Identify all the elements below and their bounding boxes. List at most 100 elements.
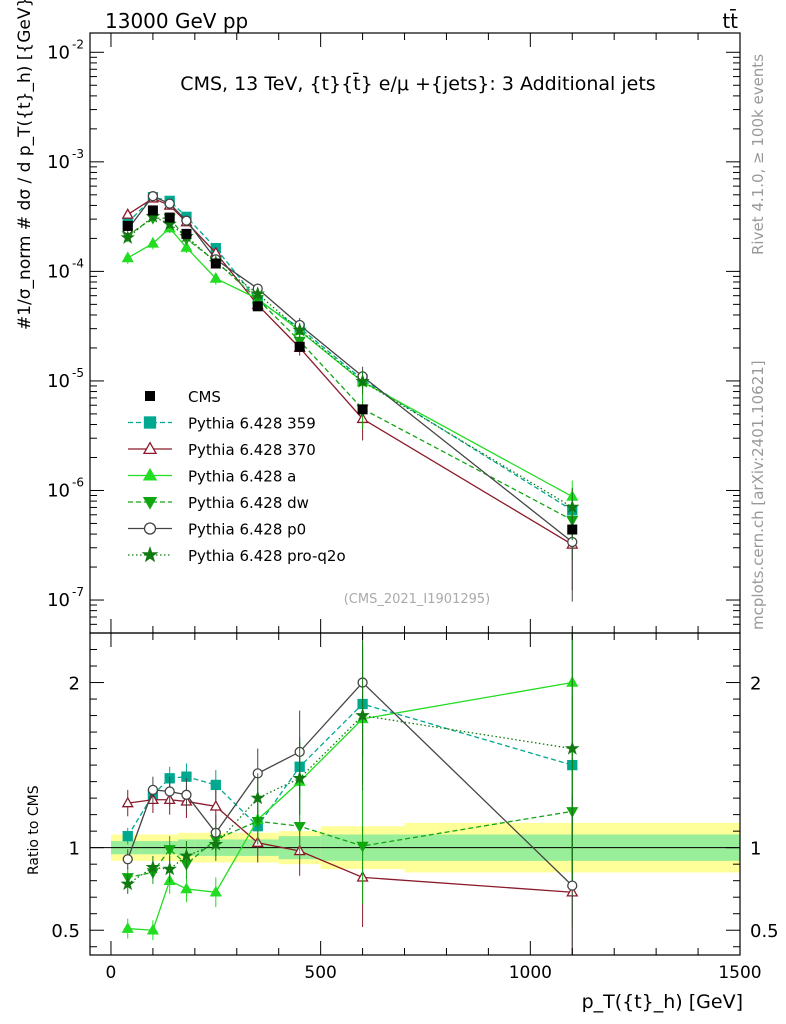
main-point-cms	[210, 258, 221, 269]
ratio-y-tick-label: 0.5	[51, 921, 80, 942]
ratio-y-tick-label: 2	[69, 674, 80, 695]
ratio-point-pythia-6-428-p0	[122, 854, 133, 865]
main-point-cms	[181, 228, 192, 239]
main-y-tick-exponent: -3	[72, 147, 84, 161]
main-y-tick-label: 10	[47, 480, 70, 501]
ratio-point-pythia-6-428-pro-q2o	[565, 741, 580, 755]
legend-label-pythia-6-428-a: Pythia 6.428 a	[188, 468, 296, 486]
legend-marker-pythia-6-428-370	[142, 441, 158, 455]
main-point-pythia-6-428-a	[146, 236, 159, 248]
ratio-point-pythia-6-428-dw	[163, 845, 176, 856]
legend-label-pythia-6-428-370: Pythia 6.428 370	[188, 441, 316, 459]
ratio-point-pythia-6-428-370	[121, 796, 134, 808]
main-point-pythia-6-428-pro-q2o	[565, 499, 580, 514]
legend-marker-pythia-6-428-pro-q2o	[141, 546, 159, 563]
header-left: 13000 GeV pp	[105, 9, 248, 33]
main-y-tick-exponent: -5	[72, 366, 84, 380]
main-point-pythia-6-428-pro-q2o	[120, 230, 135, 244]
legend-marker-cms	[145, 391, 155, 401]
main-y-tick-label: 10	[47, 42, 70, 63]
main-point-cms	[357, 404, 368, 415]
ratio-point-pythia-6-428-370	[209, 799, 222, 811]
main-point-pythia-6-428-p0	[181, 215, 192, 226]
legend-marker-pythia-6-428-359	[143, 416, 157, 429]
ratio-point-pythia-6-428-dw	[293, 821, 306, 833]
main-line-pythia-6-428-dw	[127, 217, 573, 521]
main-y-tick-label: 10	[47, 261, 70, 282]
legend-label-pythia-6-428-pro-q2o: Pythia 6.428 pro-q2o	[188, 547, 346, 565]
legend-marker-pythia-6-428-p0	[143, 522, 157, 535]
ratio-line-pythia-6-428-a	[127, 681, 573, 931]
legend-label-pythia-6-428-359: Pythia 6.428 359	[188, 415, 316, 433]
legend-label-pythia-6-428-dw: Pythia 6.428 dw	[188, 494, 309, 512]
legend-marker-pythia-6-428-a	[142, 467, 158, 481]
main-y-tick-label: 10	[47, 590, 70, 611]
x-tick-label: 0	[106, 963, 117, 983]
main-line-pythia-6-428-pro-q2o	[127, 215, 573, 508]
ratio-point-pythia-6-428-pro-q2o	[162, 861, 177, 876]
main-point-pythia-6-428-a	[180, 241, 193, 252]
header-right: tt̄	[722, 8, 738, 33]
legend-label-pythia-6-428-p0: Pythia 6.428 p0	[188, 521, 306, 539]
main-y-axis-label: #1/σ_norm # dσ / d p_T({t}_h) [{GeV}^-1]	[15, 0, 35, 330]
main-point-pythia-6-428-a	[121, 251, 134, 263]
main-point-cms	[147, 205, 158, 216]
ratio-plot-frame	[89, 632, 741, 956]
legend-marker-pythia-6-428-dw	[142, 496, 158, 510]
main-point-cms	[122, 220, 133, 231]
main-point-pythia-6-428-pro-q2o	[250, 286, 265, 301]
main-y-tick-exponent: -2	[72, 37, 84, 51]
ratio-point-pythia-6-428-p0	[181, 789, 192, 800]
main-line-pythia-6-428-p0	[127, 195, 573, 543]
x-tick-label: 1500	[718, 963, 761, 983]
ratio-y-tick-label-right: 2	[750, 674, 761, 695]
main-y-tick-label: 10	[47, 152, 70, 173]
ratio-point-pythia-6-428-pro-q2o	[120, 876, 135, 891]
main-point-pythia-6-428-pro-q2o	[355, 373, 370, 388]
x-tick-label: 1000	[509, 963, 552, 983]
main-point-pythia-6-428-370	[121, 208, 134, 219]
main-point-cms	[164, 212, 175, 223]
main-y-tick-exponent: -7	[72, 585, 84, 599]
ratio-point-pythia-6-428-pro-q2o	[292, 770, 307, 785]
ratio-point-pythia-6-428-359	[122, 830, 133, 842]
x-axis-label: p_T({t}_h) [GeV]	[582, 991, 743, 1013]
ratio-point-pythia-6-428-p0	[567, 880, 578, 891]
chart-title: CMS, 13 TeV, {t}{t̄} e/μ +{jets}: 3 Addi…	[180, 71, 655, 95]
main-y-tick-exponent: -6	[72, 475, 84, 489]
main-point-pythia-6-428-pro-q2o	[292, 322, 307, 337]
legend-label-cms: CMS	[188, 388, 221, 406]
ratio-point-pythia-6-428-pro-q2o	[250, 790, 265, 805]
ratio-y-tick-label: 1	[69, 839, 80, 860]
main-point-pythia-6-428-p0	[164, 198, 175, 209]
ratio-point-pythia-6-428-a	[180, 882, 193, 894]
ratio-y-tick-label-right: 1	[750, 839, 761, 860]
main-point-cms	[294, 341, 305, 352]
ratio-point-pythia-6-428-p0	[147, 784, 159, 796]
main-point-cms	[567, 524, 578, 535]
side-label-bottom: mcplots.cern.ch [arXiv:2401.10621]	[749, 360, 767, 630]
ratio-point-pythia-6-428-a	[146, 923, 159, 935]
ratio-point-pythia-6-428-p0	[164, 786, 175, 797]
main-point-pythia-6-428-a	[209, 271, 222, 283]
ratio-point-pythia-6-428-pro-q2o	[145, 859, 161, 874]
main-y-tick-label: 10	[47, 371, 70, 392]
ratio-point-pythia-6-428-a	[209, 885, 222, 897]
ratio-point-pythia-6-428-359	[210, 779, 221, 791]
ratio-point-pythia-6-428-pro-q2o	[355, 707, 370, 722]
side-label-top: Rivet 4.1.0, ≥ 100k events	[749, 54, 767, 255]
main-point-cms	[252, 301, 263, 312]
x-tick-label: 500	[304, 963, 336, 983]
main-point-pythia-6-428-p0	[147, 191, 159, 202]
main-plot-frame	[89, 32, 741, 634]
ratio-line-pythia-6-428-359	[127, 703, 573, 837]
ratio-point-pythia-6-428-pro-q2o	[208, 836, 224, 851]
ratio-point-pythia-6-428-a	[121, 922, 134, 933]
ratio-point-pythia-6-428-pro-q2o	[179, 848, 194, 863]
ratio-y-axis-label: Ratio to CMS	[26, 785, 42, 875]
main-y-tick-exponent: -4	[72, 256, 84, 270]
ratio-y-tick-label-right: 0.5	[750, 921, 779, 942]
analysis-tag: (CMS_2021_I1901295)	[344, 592, 491, 607]
ratio-point-pythia-6-428-dw	[356, 841, 369, 853]
